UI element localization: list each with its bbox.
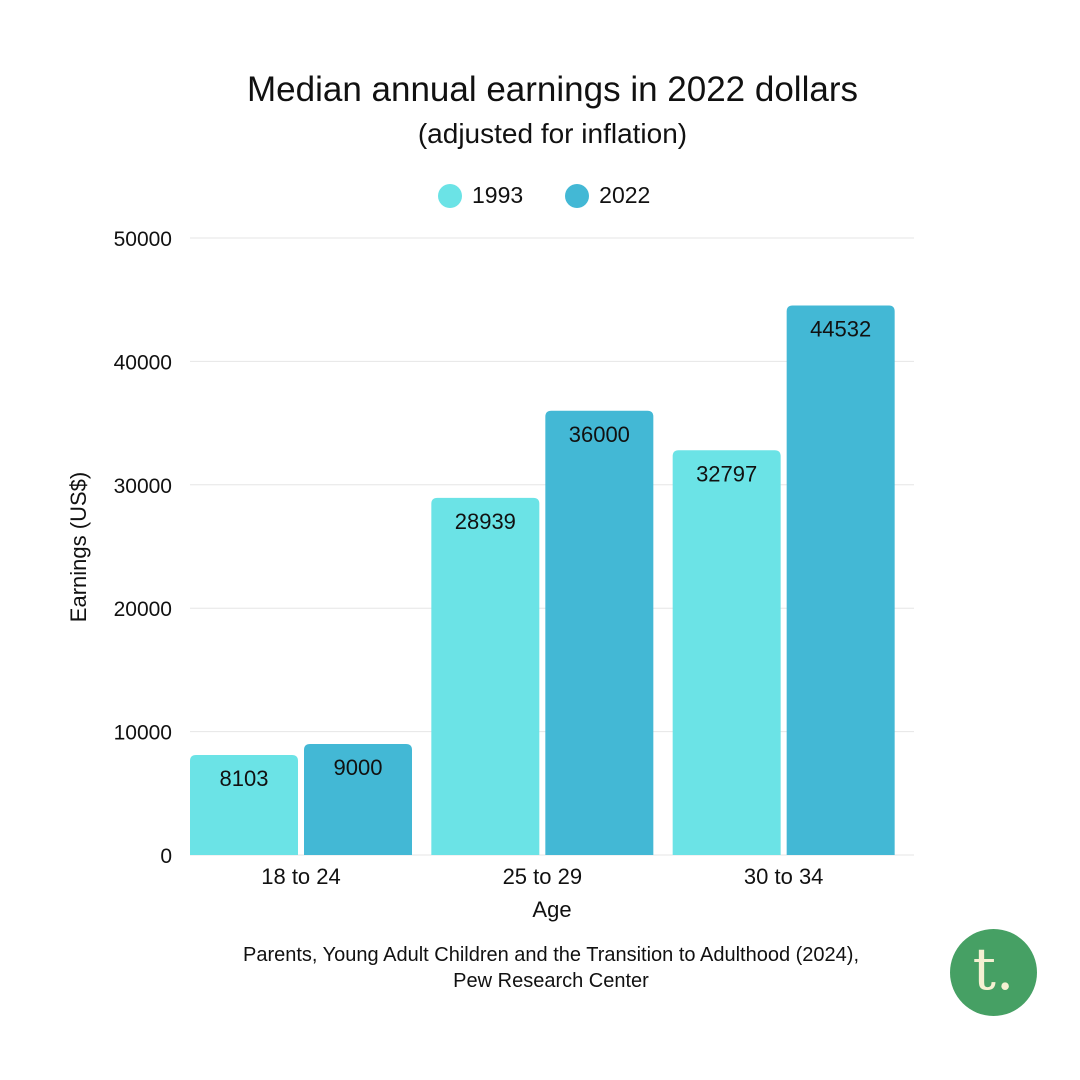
data-label-2022-0: 9000 (334, 755, 383, 780)
chart-title: Median annual earnings in 2022 dollars (247, 70, 858, 109)
publisher-logo: t. (950, 929, 1037, 1016)
legend-swatch-2022 (565, 183, 590, 208)
source-note: Parents, Young Adult Children and the Tr… (0, 942, 1080, 994)
legend-swatch-1993 (438, 183, 462, 208)
bar-1993-1 (431, 497, 540, 855)
x-tick-label-1: 25 to 29 (503, 864, 583, 889)
data-label-1993-2: 32797 (696, 461, 757, 486)
y-tick-label-20000: 20000 (114, 598, 172, 621)
legend: 1993 2022 (438, 182, 692, 209)
bar-2022-2 (786, 305, 895, 856)
data-label-1993-0: 8103 (220, 766, 269, 791)
data-label-1993-1: 28939 (455, 509, 516, 534)
legend-label-2022: 2022 (599, 182, 651, 208)
x-tick-label-0: 18 to 24 (261, 864, 341, 889)
legend-label-1993: 1993 (472, 182, 524, 208)
chart-subtitle: (adjusted for inflation) (417, 118, 688, 149)
x-tick-label-2: 30 to 34 (744, 864, 824, 889)
y-tick-label-30000: 30000 (114, 475, 172, 498)
x-axis-title: Age (532, 897, 571, 922)
y-axis-title: Earnings (US$) (66, 472, 91, 622)
source-line-2: Pew Research Center (453, 970, 649, 992)
data-label-2022-1: 36000 (569, 422, 630, 447)
bar-1993-0 (190, 755, 298, 855)
bar-2022-0 (304, 743, 412, 855)
y-tick-label-40000: 40000 (114, 351, 172, 374)
bar-1993-2 (672, 450, 781, 855)
legend-item-2022: 2022 (565, 182, 650, 209)
source-line-1: Parents, Young Adult Children and the Tr… (243, 944, 859, 966)
data-label-2022-2: 44532 (810, 316, 871, 341)
y-tick-label-10000: 10000 (114, 722, 172, 745)
legend-item-1993: 1993 (438, 182, 523, 209)
y-tick-label-50000: 50000 (114, 228, 172, 251)
y-tick-label-0: 0 (160, 845, 172, 868)
bar-2022-1 (545, 410, 654, 855)
